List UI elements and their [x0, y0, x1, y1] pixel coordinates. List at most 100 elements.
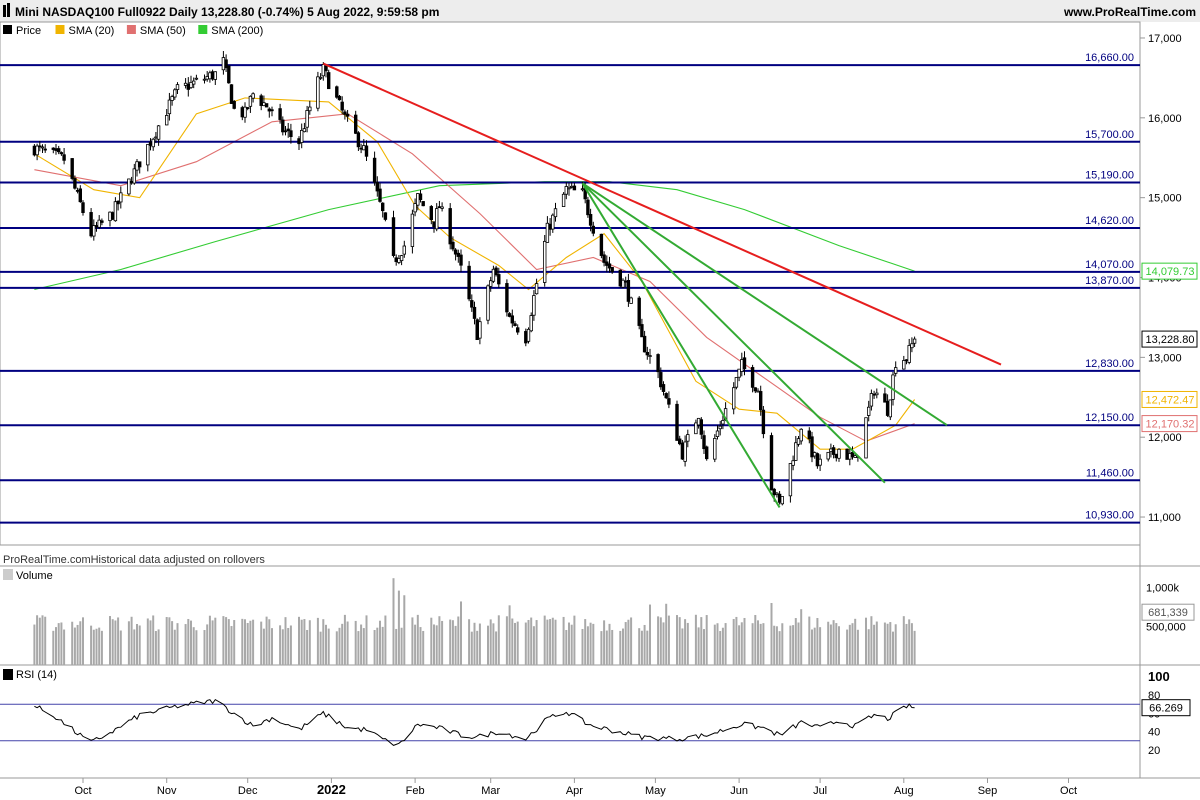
- candle: [146, 144, 150, 172]
- candle-body: [761, 409, 766, 435]
- volume-bar: [98, 627, 101, 665]
- time-tick-label-7: May: [645, 785, 666, 797]
- candle: [629, 296, 633, 304]
- volume-bar: [686, 622, 689, 665]
- volume-bar: [667, 615, 670, 665]
- candle: [491, 265, 496, 284]
- volume-bar: [414, 624, 417, 665]
- candle: [113, 197, 118, 222]
- candle: [43, 144, 47, 153]
- candle-body: [788, 463, 793, 497]
- candle: [92, 219, 96, 241]
- candle-body: [418, 193, 423, 201]
- candle: [243, 102, 247, 123]
- candle: [753, 387, 757, 394]
- candle: [561, 192, 566, 207]
- candle: [259, 93, 263, 111]
- candle-body: [191, 80, 196, 85]
- candle-body: [92, 225, 96, 237]
- candle: [626, 273, 631, 307]
- candle-body: [705, 446, 709, 460]
- volume-bar: [154, 631, 157, 665]
- candle-body: [470, 300, 474, 308]
- candle-body: [281, 119, 285, 133]
- candle: [119, 186, 123, 209]
- candle-body: [486, 285, 490, 321]
- volume-bar: [284, 617, 287, 665]
- candle: [70, 158, 74, 181]
- candle-body: [702, 435, 706, 450]
- candle-body: [488, 280, 493, 287]
- candle-body: [610, 267, 614, 273]
- volume-bar: [222, 616, 225, 665]
- volume-bar: [551, 617, 554, 665]
- volume-bar: [524, 622, 527, 665]
- volume-bar: [435, 625, 438, 665]
- volume-bar: [819, 627, 822, 665]
- candle: [845, 448, 849, 460]
- candle-body: [553, 208, 558, 218]
- candle-body: [359, 147, 363, 150]
- candle-body: [456, 252, 460, 257]
- volume-bar: [95, 628, 98, 665]
- candle: [618, 269, 622, 288]
- volume-bar: [724, 623, 727, 665]
- candle-body: [605, 261, 609, 266]
- fan-trendline-1: [581, 182, 781, 508]
- volume-bar: [865, 617, 867, 665]
- candle-body: [664, 393, 668, 399]
- candle-body: [154, 136, 158, 139]
- candle-body: [850, 451, 855, 458]
- candle-body: [675, 403, 679, 441]
- volume-bar: [225, 617, 228, 665]
- volume-bar: [592, 623, 595, 665]
- candle: [375, 176, 379, 197]
- volume-bar: [630, 617, 633, 665]
- candle-body: [434, 208, 439, 230]
- volume-bar: [457, 616, 460, 665]
- volume-bar: [36, 615, 39, 665]
- candle-body: [35, 145, 39, 156]
- candle: [572, 182, 577, 191]
- candle: [545, 216, 550, 243]
- volume-bar: [33, 624, 36, 665]
- candle: [318, 73, 323, 80]
- candle-body: [413, 203, 417, 213]
- candle: [340, 96, 344, 115]
- time-tick-label-0: Oct: [74, 785, 91, 797]
- rsi-tick-label-3: 40: [1148, 727, 1160, 739]
- candle: [151, 137, 155, 151]
- volume-bar: [789, 625, 792, 665]
- volume-bar: [146, 618, 149, 665]
- candle-body: [94, 225, 99, 228]
- volume-bar: [492, 623, 495, 665]
- volume-bar: [854, 618, 857, 665]
- volume-bar: [813, 627, 816, 665]
- candle: [769, 432, 774, 491]
- candle-body: [394, 257, 398, 263]
- candle: [761, 406, 766, 439]
- fan-trendline-3: [581, 182, 948, 427]
- resistance-trendline-0: [322, 62, 1002, 366]
- candle: [837, 448, 841, 462]
- volume-bar: [44, 616, 47, 665]
- candle: [826, 451, 830, 462]
- volume-bar: [316, 617, 319, 665]
- volume-bar: [130, 616, 133, 665]
- candle: [164, 109, 169, 126]
- volume-bar: [910, 623, 913, 665]
- candle-body: [267, 108, 271, 112]
- volume-bar: [697, 627, 700, 665]
- candle-body: [780, 496, 784, 505]
- candle: [326, 69, 331, 90]
- volume-bar: [902, 616, 905, 665]
- volume-bar: [713, 624, 716, 665]
- candle-body: [59, 152, 64, 155]
- volume-bar: [260, 621, 263, 665]
- candle-body: [626, 280, 631, 302]
- candle-body: [337, 95, 342, 101]
- candle-body: [372, 157, 377, 183]
- candle-body: [753, 387, 757, 392]
- price-tick-label-0: 17,000: [1148, 33, 1182, 45]
- volume-bar: [57, 623, 60, 665]
